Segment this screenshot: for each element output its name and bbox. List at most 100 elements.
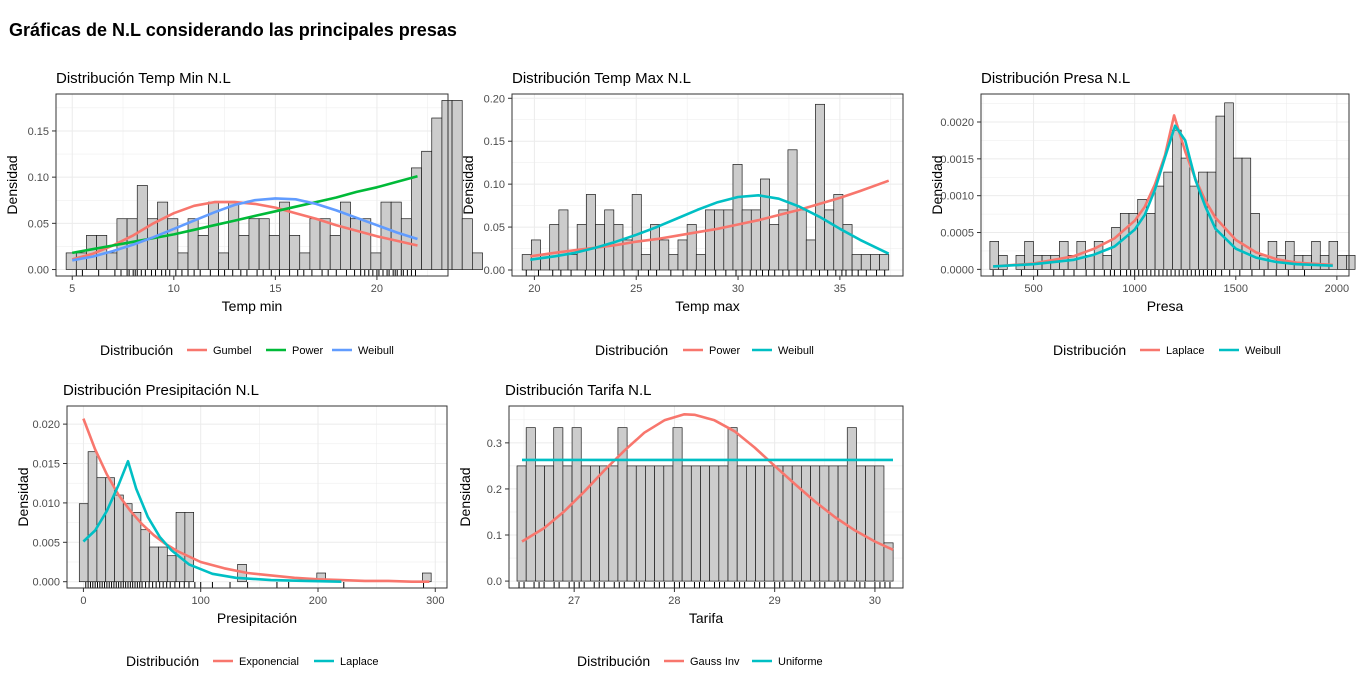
histogram-bar — [1102, 255, 1112, 270]
histogram-bar — [773, 465, 784, 582]
histogram-bar — [350, 218, 362, 270]
histogram-bar — [1285, 241, 1295, 270]
histogram-bar — [677, 239, 688, 271]
histogram-bar — [299, 252, 311, 270]
histogram-bar — [114, 494, 124, 583]
histogram-bar — [1232, 157, 1243, 270]
x-tick-label: 35 — [834, 283, 846, 295]
histogram-bar — [329, 235, 341, 270]
histogram-bar — [659, 239, 670, 271]
histogram-bar — [1319, 255, 1330, 270]
histogram-bar — [709, 465, 720, 582]
histogram-bar — [608, 465, 619, 582]
chart-presa: 500 1000 1500 2000 0.0000 0.0005 0.0010 0.0015 0… — [929, 70, 1356, 358]
histogram-bar — [1154, 185, 1165, 270]
histogram-bar — [461, 218, 473, 270]
histogram-bar — [833, 194, 844, 271]
y-tick-label: 0.0020 — [940, 117, 974, 129]
histogram-bar — [718, 465, 729, 582]
y-axis-label: Densidad — [15, 467, 31, 526]
histogram-bar — [167, 218, 179, 270]
histogram-bar — [626, 465, 637, 582]
histogram-bar — [258, 218, 270, 270]
y-axis-label: Densidad — [4, 155, 20, 214]
histogram-bar — [218, 252, 229, 270]
histogram-bar — [525, 427, 536, 582]
histogram-bar — [998, 255, 1008, 270]
series-line-weibull — [993, 124, 1333, 268]
page-title: Gráficas de N.L considerando las princip… — [9, 20, 457, 40]
histogram-bar — [105, 477, 115, 583]
chart-tarifa: 27 28 29 30 0.0 0.1 0.2 0.3 Distribución Tarifa … — [457, 382, 904, 669]
x-axis-label: Tarifa — [689, 610, 723, 626]
histogram-bar — [1163, 171, 1173, 270]
y-axis-label: Densidad — [460, 155, 476, 214]
histogram-bar — [87, 451, 98, 583]
y-tick-label: 0.05 — [484, 222, 505, 234]
histogram-bar — [175, 512, 186, 583]
y-tick-label: 0.15 — [484, 136, 505, 148]
x-tick-label: 100 — [192, 595, 210, 607]
x-axis-label: Temp min — [222, 298, 283, 314]
histogram-bar — [796, 209, 807, 271]
histogram-bar — [441, 100, 453, 270]
histogram-bar — [842, 224, 853, 271]
series-line-gauss-inv — [521, 413, 894, 551]
chart-title: Distribución Tarifa N.L — [505, 382, 651, 399]
histogram-bar — [184, 512, 195, 583]
histogram-bar — [700, 465, 711, 582]
histogram-bar — [846, 427, 857, 582]
histogram-bar — [149, 546, 159, 583]
y-tick-label: 0.010 — [32, 498, 60, 510]
histogram-bar — [166, 555, 177, 583]
histogram-bar — [599, 465, 610, 582]
histogram-bar — [879, 254, 890, 271]
histogram-bar — [782, 465, 793, 582]
histogram-bar — [874, 465, 885, 582]
histogram-bar — [805, 239, 816, 271]
histogram-bar — [613, 224, 624, 271]
histogram-bar — [580, 465, 591, 582]
histogram-bar — [177, 252, 189, 270]
series-line-exponencial — [82, 418, 430, 583]
histogram-bar — [521, 254, 532, 271]
histogram-bar — [421, 150, 433, 270]
series-line-weibull — [530, 194, 890, 261]
histogram-bar — [883, 542, 894, 582]
legend-label: Weibull — [1245, 345, 1281, 357]
histogram-bar — [422, 572, 432, 583]
chart-tmax: 20 25 30 35 0.00 0.05 0.10 0.15 0.20 Distribución… — [460, 70, 904, 358]
histogram-bar — [562, 465, 573, 582]
histogram-bar — [690, 465, 701, 582]
histogram-bar — [736, 465, 747, 582]
histogram-bar — [238, 235, 250, 270]
y-tick-label: 0.015 — [32, 459, 60, 471]
histogram-bar — [778, 209, 789, 271]
y-tick-label: 0.1 — [487, 530, 502, 542]
histogram-bar — [158, 546, 168, 583]
histogram-bar — [549, 224, 560, 271]
histogram-bar — [681, 465, 692, 582]
histogram-bar — [672, 427, 683, 582]
histogram-bar — [96, 477, 107, 583]
y-tick-label: 0.0000 — [940, 264, 974, 276]
x-tick-label: 25 — [630, 283, 642, 295]
chart-title: Distribución Presipitación N.L — [63, 382, 259, 399]
histogram-bar — [810, 465, 821, 582]
y-tick-label: 0.0015 — [940, 154, 974, 166]
legend-label: Uniforme — [778, 656, 823, 668]
histogram-bar — [856, 465, 866, 582]
x-tick-label: 1500 — [1224, 283, 1248, 295]
legend-label: Power — [292, 345, 324, 357]
x-tick-label: 30 — [732, 283, 744, 295]
series-line-laplace — [82, 459, 342, 583]
panel-border — [511, 93, 904, 277]
y-tick-label: 0.05 — [28, 218, 49, 230]
histogram-bar — [567, 254, 578, 271]
legend-title: Distribución — [595, 342, 668, 358]
histogram-bar — [309, 218, 321, 270]
histogram-bar — [650, 224, 660, 271]
histogram-bar — [535, 465, 545, 582]
histogram-bar — [451, 100, 463, 270]
